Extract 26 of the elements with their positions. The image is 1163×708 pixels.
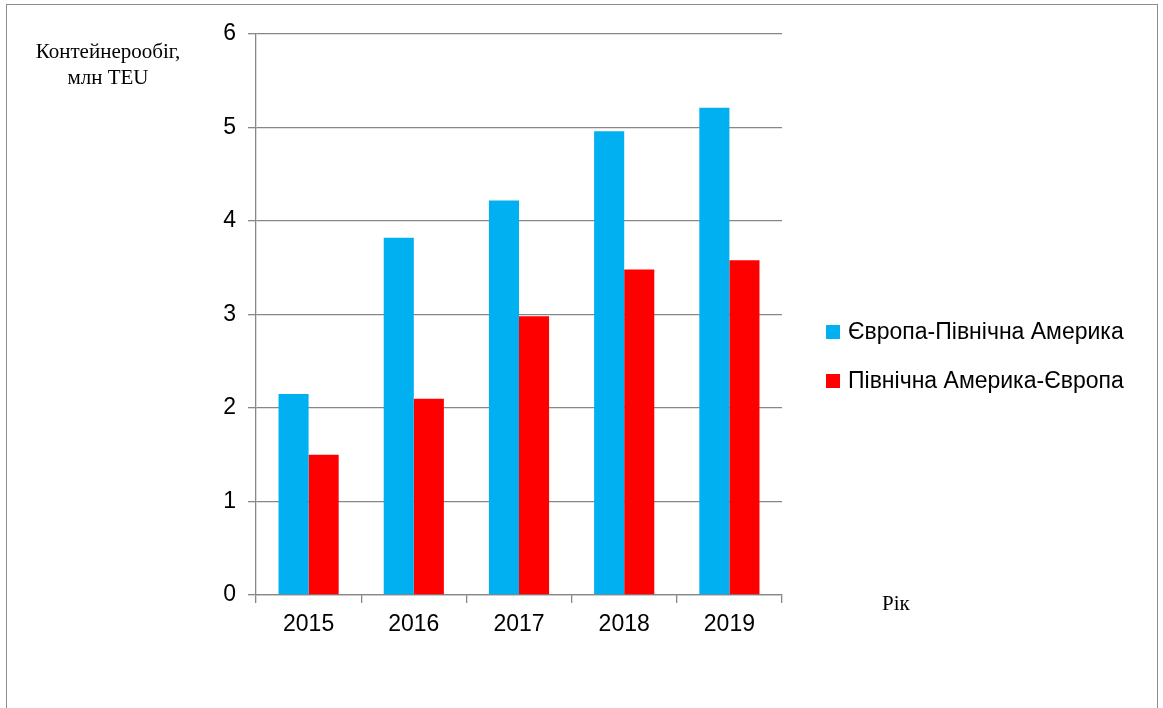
x-tick-label: 2019 xyxy=(703,610,755,637)
legend-label: Північна Америка-Європа xyxy=(848,367,1124,394)
bar xyxy=(519,316,550,595)
bar xyxy=(594,131,625,595)
y-tick-label: 4 xyxy=(223,206,237,233)
x-tick-label: 2018 xyxy=(598,610,650,637)
x-axis-title: Рік xyxy=(882,590,910,616)
x-tick-label: 2017 xyxy=(493,610,545,637)
y-tick-label: 1 xyxy=(223,486,236,513)
bar xyxy=(383,237,414,595)
legend-label: Європа-Північна Америка xyxy=(848,318,1124,345)
bar xyxy=(278,393,309,595)
y-tick-label: 2 xyxy=(223,393,236,420)
y-tick-label: 0 xyxy=(223,580,236,607)
y-axis-title: Контейнерообіг, млн TEU xyxy=(34,38,182,90)
y-tick-label: 5 xyxy=(223,112,236,139)
bar xyxy=(488,200,519,595)
x-tick-label: 2015 xyxy=(283,610,335,637)
bar xyxy=(729,260,760,595)
bar xyxy=(699,107,730,595)
x-tick-label: 2016 xyxy=(388,610,440,637)
bar xyxy=(413,398,444,595)
bar xyxy=(624,269,655,595)
y-tick-label: 6 xyxy=(223,19,236,46)
bar xyxy=(308,454,339,595)
y-tick-label: 3 xyxy=(223,299,236,326)
